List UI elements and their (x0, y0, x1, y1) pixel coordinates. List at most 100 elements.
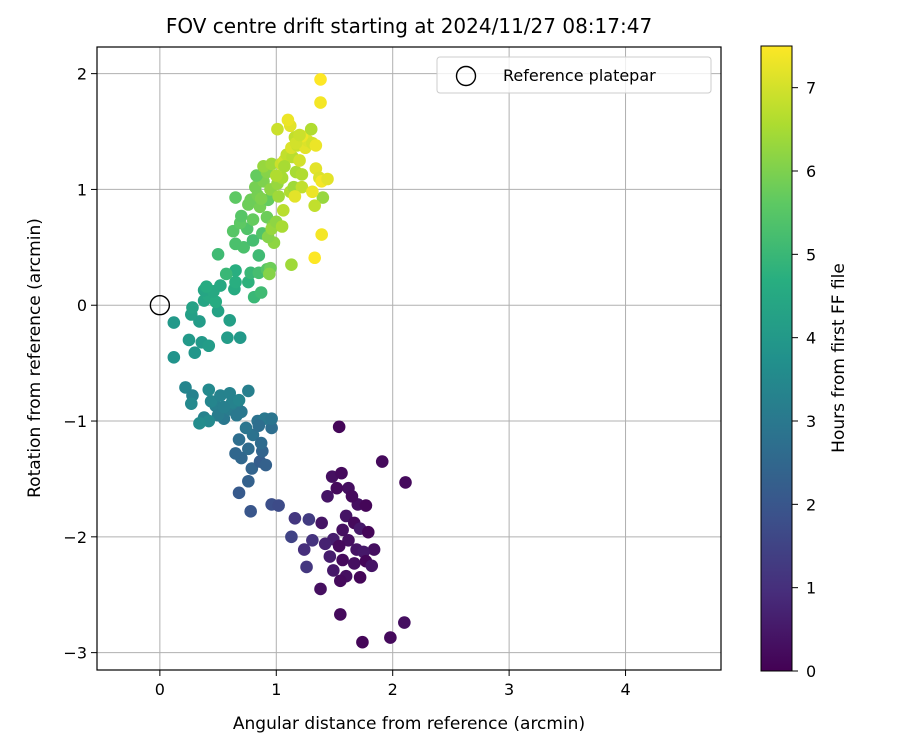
data-point (229, 275, 242, 289)
data-point (295, 180, 309, 194)
x-tick-label: 0 (155, 680, 165, 699)
data-point (336, 523, 349, 537)
data-point (252, 249, 266, 262)
data-point (384, 631, 397, 644)
data-point (265, 157, 278, 171)
data-point (265, 412, 278, 426)
data-point (232, 433, 246, 446)
data-point (278, 159, 291, 173)
data-point (186, 301, 199, 314)
grid-lines (97, 47, 721, 670)
data-point (330, 481, 344, 495)
data-point (327, 564, 340, 577)
data-point (306, 534, 319, 547)
colorbar-gradient (760, 45, 793, 672)
reference-point (149, 295, 171, 316)
x-tick-label: 2 (388, 680, 398, 699)
data-point (308, 251, 322, 265)
data-point (202, 339, 216, 353)
legend: Reference platepar (436, 56, 712, 94)
y-axis-ticks: −3 −2 −1 0 1 2 (63, 65, 97, 663)
colorbar-tick-label: 5 (806, 245, 816, 264)
data-point (167, 316, 181, 329)
data-point (345, 490, 359, 503)
data-point (288, 512, 302, 525)
data-point (229, 447, 242, 460)
data-point (314, 582, 327, 596)
data-point (246, 213, 260, 226)
data-point (232, 486, 246, 500)
data-point (332, 539, 346, 553)
data-point (288, 190, 302, 203)
y-tick-label: 0 (77, 296, 87, 315)
data-point (334, 574, 347, 588)
data-point (295, 168, 309, 181)
chart-title: FOV centre drift starting at 2024/11/27 … (166, 14, 652, 38)
data-point (221, 331, 234, 344)
x-axis-ticks: 0 1 2 3 4 (155, 670, 631, 699)
data-point (269, 169, 283, 182)
reference-marker (149, 295, 171, 316)
data-point (321, 490, 334, 503)
data-point (214, 279, 227, 292)
data-point (265, 421, 278, 435)
data-point (272, 499, 285, 512)
data-point (361, 525, 375, 539)
data-point (309, 139, 323, 152)
data-point (271, 122, 284, 136)
y-tick-label: −3 (63, 644, 87, 663)
data-point (399, 476, 412, 489)
data-point (193, 417, 206, 430)
data-point (223, 386, 237, 400)
legend-box (436, 56, 712, 94)
legend-label: Reference platepar (503, 66, 656, 85)
y-tick-label: −1 (63, 412, 87, 431)
colorbar-tick-label: 2 (806, 495, 816, 514)
data-point (233, 331, 247, 344)
colorbar-tick-label: 4 (806, 329, 816, 348)
data-point (342, 534, 355, 547)
data-point (202, 383, 216, 397)
data-point (332, 420, 346, 434)
x-axis-label: Angular distance from reference (arcmin) (233, 714, 585, 734)
data-point (306, 185, 319, 199)
data-point (297, 543, 311, 556)
data-point (308, 199, 322, 212)
data-point (184, 397, 198, 410)
colorbar-tick-label: 3 (806, 412, 816, 431)
data-point (334, 608, 347, 621)
data-point (217, 400, 231, 414)
x-tick-label: 1 (271, 680, 281, 699)
data-point (356, 635, 369, 649)
y-tick-label: −2 (63, 528, 87, 547)
data-point (242, 442, 255, 456)
y-tick-label: 1 (77, 180, 87, 199)
data-point (398, 616, 411, 629)
colorbar-ticks: 0 1 2 3 4 5 6 7 (792, 79, 816, 681)
data-point (254, 192, 268, 205)
data-point (275, 220, 289, 233)
data-points (167, 73, 412, 649)
data-point (323, 550, 337, 563)
data-point (375, 455, 389, 468)
data-point (262, 267, 276, 281)
data-point (232, 393, 246, 407)
data-point (315, 516, 328, 530)
colorbar-tick-label: 0 (806, 662, 816, 681)
data-point (314, 73, 327, 86)
data-point (367, 543, 381, 556)
data-point (167, 351, 181, 364)
data-point (209, 295, 223, 309)
data-point (353, 571, 367, 584)
data-point (293, 128, 306, 142)
data-point (239, 421, 253, 435)
data-point (237, 241, 250, 254)
y-tick-label: 2 (77, 65, 87, 84)
data-point (250, 169, 263, 182)
data-point (242, 474, 255, 488)
data-point (302, 513, 316, 526)
data-point (235, 209, 248, 223)
data-point (230, 408, 244, 422)
data-point (219, 267, 233, 281)
